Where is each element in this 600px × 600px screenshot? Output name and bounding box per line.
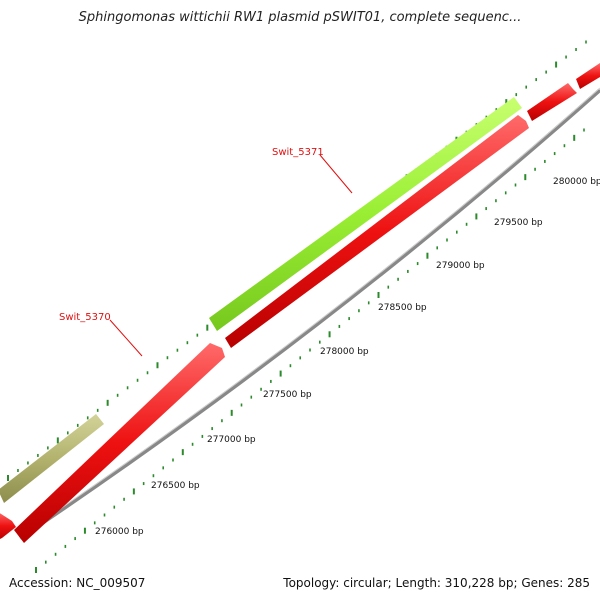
sequence-backbone-highlight [19, 87, 600, 537]
bp-label-276000: 276000 bp [95, 527, 144, 537]
map-title: Sphingomonas wittichii RW1 plasmid pSWIT… [78, 10, 522, 25]
bp-labels: 276000 bp 276500 bp 277000 bp 277500 bp … [95, 177, 600, 537]
gene-label-leader-swit-5371 [319, 154, 353, 194]
bp-label-276500: 276500 bp [151, 481, 200, 491]
gene-olive-forward[interactable] [0, 414, 104, 503]
gene-label-leader-swit-5370 [109, 319, 143, 357]
gene-right-2[interactable] [576, 63, 600, 89]
gene-left-edge[interactable] [0, 512, 16, 540]
gene-label-swit-5370[interactable]: Swit_5370 [59, 312, 111, 323]
gene-right-1[interactable] [527, 83, 577, 121]
summary-text: Topology: circular; Length: 310,228 bp; … [283, 576, 590, 590]
gene-swit-5370-body[interactable] [14, 343, 225, 543]
bp-label-277000: 277000 bp [207, 435, 256, 445]
bp-label-279000: 279000 bp [436, 261, 485, 271]
bp-label-278500: 278500 bp [378, 303, 427, 313]
accession-text: Accession: NC_009507 [9, 576, 146, 590]
bp-label-279500: 279500 bp [494, 218, 543, 228]
gene-green-forward[interactable] [209, 97, 522, 331]
reverse-strand-genes [0, 63, 600, 543]
sequence-backbone [18, 88, 600, 540]
bp-label-280000: 280000 bp [553, 177, 600, 187]
bp-label-278000: 278000 bp [320, 347, 369, 357]
gene-swit-5371-body[interactable] [225, 115, 529, 348]
inner-tick-row [35, 128, 585, 573]
bp-label-277500: 277500 bp [263, 390, 312, 400]
gene-label-swit-5371[interactable]: Swit_5371 [272, 147, 324, 158]
